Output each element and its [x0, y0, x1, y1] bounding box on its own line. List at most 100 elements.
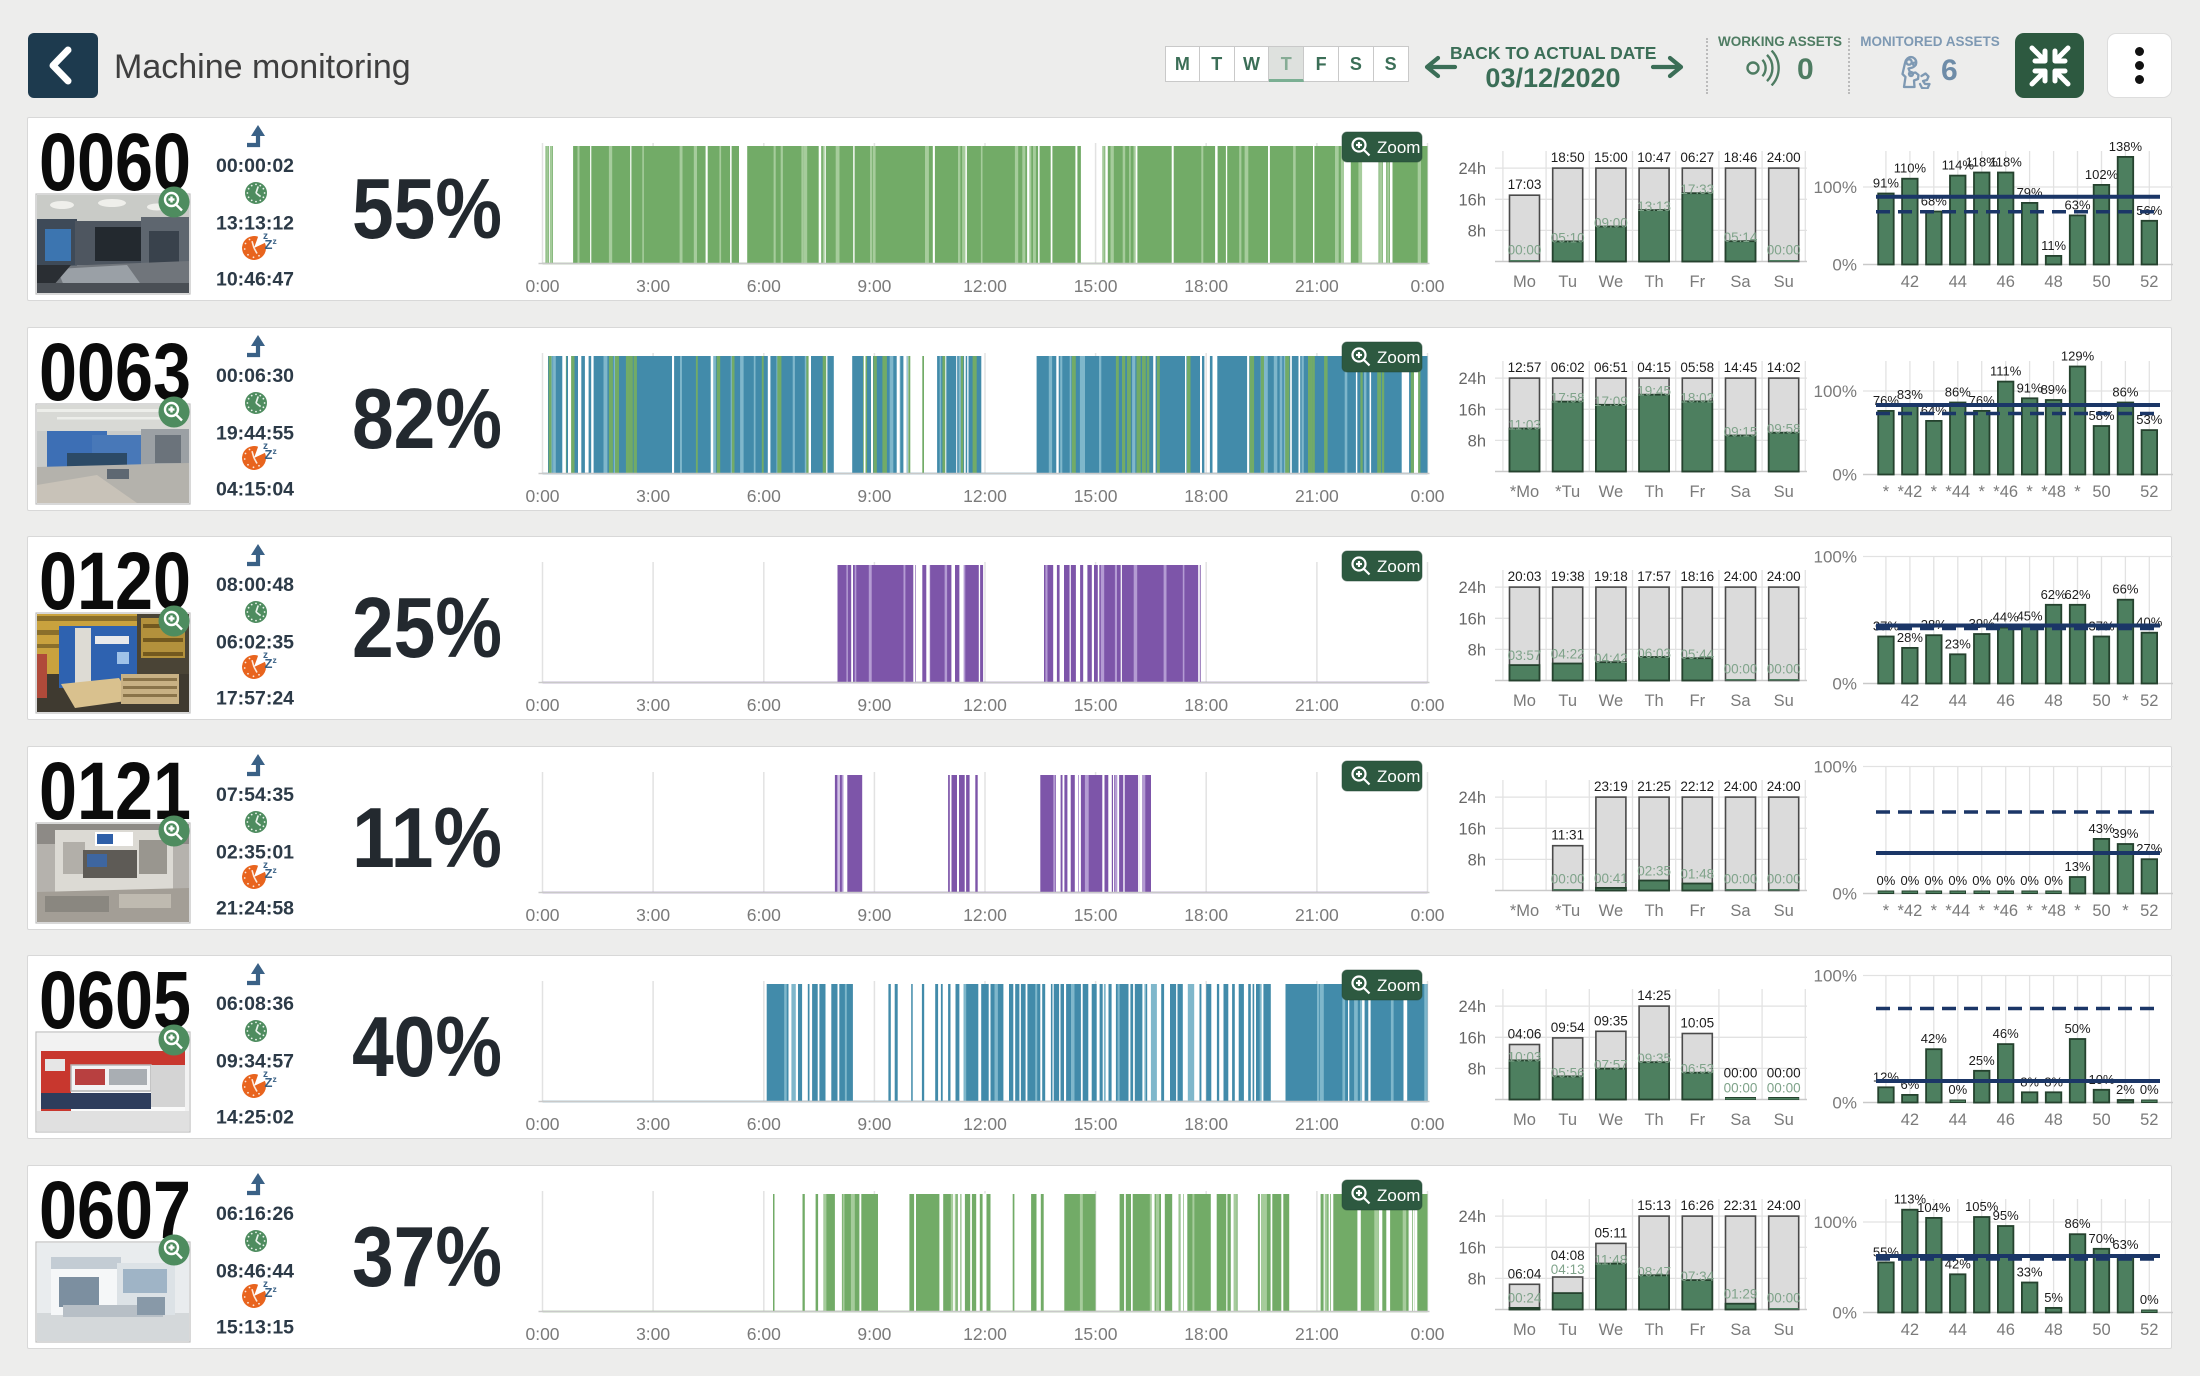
svg-text:15:00: 15:00: [1074, 1114, 1118, 1134]
svg-text:0%: 0%: [1877, 873, 1896, 888]
svg-text:*42: *42: [1898, 483, 1923, 501]
svg-text:00:00: 00:00: [1724, 1081, 1758, 1096]
svg-text:18:00: 18:00: [1184, 1324, 1228, 1344]
svg-text:0%: 0%: [1832, 1094, 1857, 1113]
svg-text:21:24:58: 21:24:58: [216, 897, 294, 919]
svg-text:*42: *42: [1898, 902, 1923, 920]
svg-text:*46: *46: [1993, 483, 2018, 501]
svg-text:21:00: 21:00: [1295, 905, 1339, 925]
svg-text:04:13: 04:13: [1551, 1262, 1585, 1277]
svg-text:z: z: [263, 1279, 268, 1290]
svg-text:*: *: [2122, 692, 2129, 710]
svg-text:39%: 39%: [2112, 826, 2138, 841]
svg-text:3:00: 3:00: [636, 1324, 670, 1344]
svg-text:12:00: 12:00: [963, 905, 1007, 925]
svg-text:00:00: 00:00: [1551, 871, 1585, 886]
svg-text:12:00: 12:00: [963, 1114, 1007, 1134]
svg-text:20:03: 20:03: [1508, 569, 1542, 584]
svg-text:0:00: 0:00: [525, 695, 559, 715]
svg-text:48: 48: [2044, 1111, 2062, 1129]
svg-text:00:00: 00:00: [1767, 1290, 1801, 1305]
svg-text:44: 44: [1949, 1321, 1967, 1339]
svg-text:05:14: 05:14: [1724, 230, 1758, 245]
svg-text:6:00: 6:00: [747, 276, 781, 296]
svg-text:*Tu: *Tu: [1555, 483, 1580, 501]
svg-text:100%: 100%: [1814, 757, 1857, 776]
svg-text:0%: 0%: [2140, 1082, 2159, 1097]
svg-text:16h: 16h: [1458, 401, 1486, 419]
svg-text:Th: Th: [1644, 692, 1663, 710]
svg-text:*: *: [2026, 902, 2033, 920]
svg-text:Th: Th: [1644, 483, 1663, 501]
svg-text:Sa: Sa: [1730, 1111, 1751, 1129]
svg-text:24:00: 24:00: [1767, 569, 1801, 584]
svg-text:24h: 24h: [1458, 998, 1486, 1016]
svg-text:16h: 16h: [1458, 1239, 1486, 1257]
svg-text:9:00: 9:00: [857, 1114, 891, 1134]
svg-text:06:27: 06:27: [1680, 150, 1714, 165]
svg-text:Tu: Tu: [1558, 1321, 1577, 1339]
svg-text:0%: 0%: [1948, 873, 1967, 888]
svg-text:105%: 105%: [1965, 1199, 1999, 1214]
svg-text:Mo: Mo: [1513, 1111, 1536, 1129]
svg-text:42: 42: [1901, 273, 1919, 291]
svg-text:58%: 58%: [2088, 408, 2114, 423]
svg-text:09:35: 09:35: [1637, 1051, 1671, 1066]
svg-text:*: *: [1931, 902, 1938, 920]
svg-text:91%: 91%: [1873, 176, 1899, 191]
svg-text:18:16: 18:16: [1680, 569, 1714, 584]
svg-text:Su: Su: [1774, 902, 1794, 920]
svg-text:100%: 100%: [1814, 967, 1857, 986]
svg-text:42%: 42%: [1921, 1031, 1947, 1046]
svg-text:52: 52: [2140, 273, 2158, 291]
svg-text:19:18: 19:18: [1594, 569, 1628, 584]
svg-text:18:00: 18:00: [1184, 695, 1228, 715]
svg-text:*Mo: *Mo: [1510, 902, 1539, 920]
svg-text:z: z: [273, 865, 277, 875]
svg-text:05:44: 05:44: [1680, 647, 1714, 662]
svg-text:18:00: 18:00: [1184, 276, 1228, 296]
svg-text:Fr: Fr: [1690, 273, 1706, 291]
svg-text:118%: 118%: [1966, 155, 1999, 170]
svg-text:00:00: 00:00: [1724, 662, 1758, 677]
svg-text:100%: 100%: [1814, 382, 1857, 401]
svg-text:24:00: 24:00: [1767, 1198, 1801, 1213]
svg-text:17:33: 17:33: [1680, 182, 1714, 197]
svg-text:8h: 8h: [1468, 222, 1486, 240]
svg-text:07:34: 07:34: [1680, 1269, 1714, 1284]
svg-text:22:31: 22:31: [1724, 1198, 1758, 1213]
svg-text:Mo: Mo: [1513, 273, 1536, 291]
svg-text:0%: 0%: [2140, 1292, 2159, 1307]
svg-text:Su: Su: [1774, 692, 1794, 710]
svg-text:Z: Z: [265, 1075, 273, 1090]
svg-text:15:00: 15:00: [1074, 276, 1118, 296]
svg-text:46: 46: [1997, 273, 2015, 291]
svg-text:89%: 89%: [2041, 382, 2067, 397]
svg-text:50: 50: [2092, 902, 2110, 920]
svg-text:10:47: 10:47: [1637, 150, 1671, 165]
svg-text:We: We: [1599, 1111, 1623, 1129]
svg-text:52: 52: [2140, 1321, 2158, 1339]
svg-text:114%: 114%: [1942, 158, 1975, 173]
svg-text:09:58: 09:58: [1767, 421, 1801, 436]
svg-text:0:00: 0:00: [1410, 1324, 1444, 1344]
svg-text:08:47: 08:47: [1637, 1264, 1671, 1279]
svg-text:Fr: Fr: [1690, 1111, 1706, 1129]
svg-text:46: 46: [1997, 692, 2015, 710]
svg-text:11:31: 11:31: [1551, 827, 1584, 842]
svg-text:24:00: 24:00: [1724, 569, 1758, 584]
svg-text:17:57: 17:57: [1637, 569, 1671, 584]
svg-text:44: 44: [1949, 692, 1967, 710]
svg-text:01:29: 01:29: [1724, 1286, 1758, 1301]
svg-text:0:00: 0:00: [525, 905, 559, 925]
svg-text:48: 48: [2044, 273, 2062, 291]
svg-text:50: 50: [2092, 1321, 2110, 1339]
svg-text:*: *: [1978, 902, 1985, 920]
svg-text:0:00: 0:00: [525, 276, 559, 296]
svg-text:06:51: 06:51: [1594, 360, 1628, 375]
svg-text:15:00: 15:00: [1074, 905, 1118, 925]
svg-text:48: 48: [2044, 1321, 2062, 1339]
svg-text:00:06:30: 00:06:30: [216, 365, 294, 387]
svg-text:05:10: 05:10: [1551, 230, 1585, 245]
svg-text:Tu: Tu: [1558, 692, 1577, 710]
